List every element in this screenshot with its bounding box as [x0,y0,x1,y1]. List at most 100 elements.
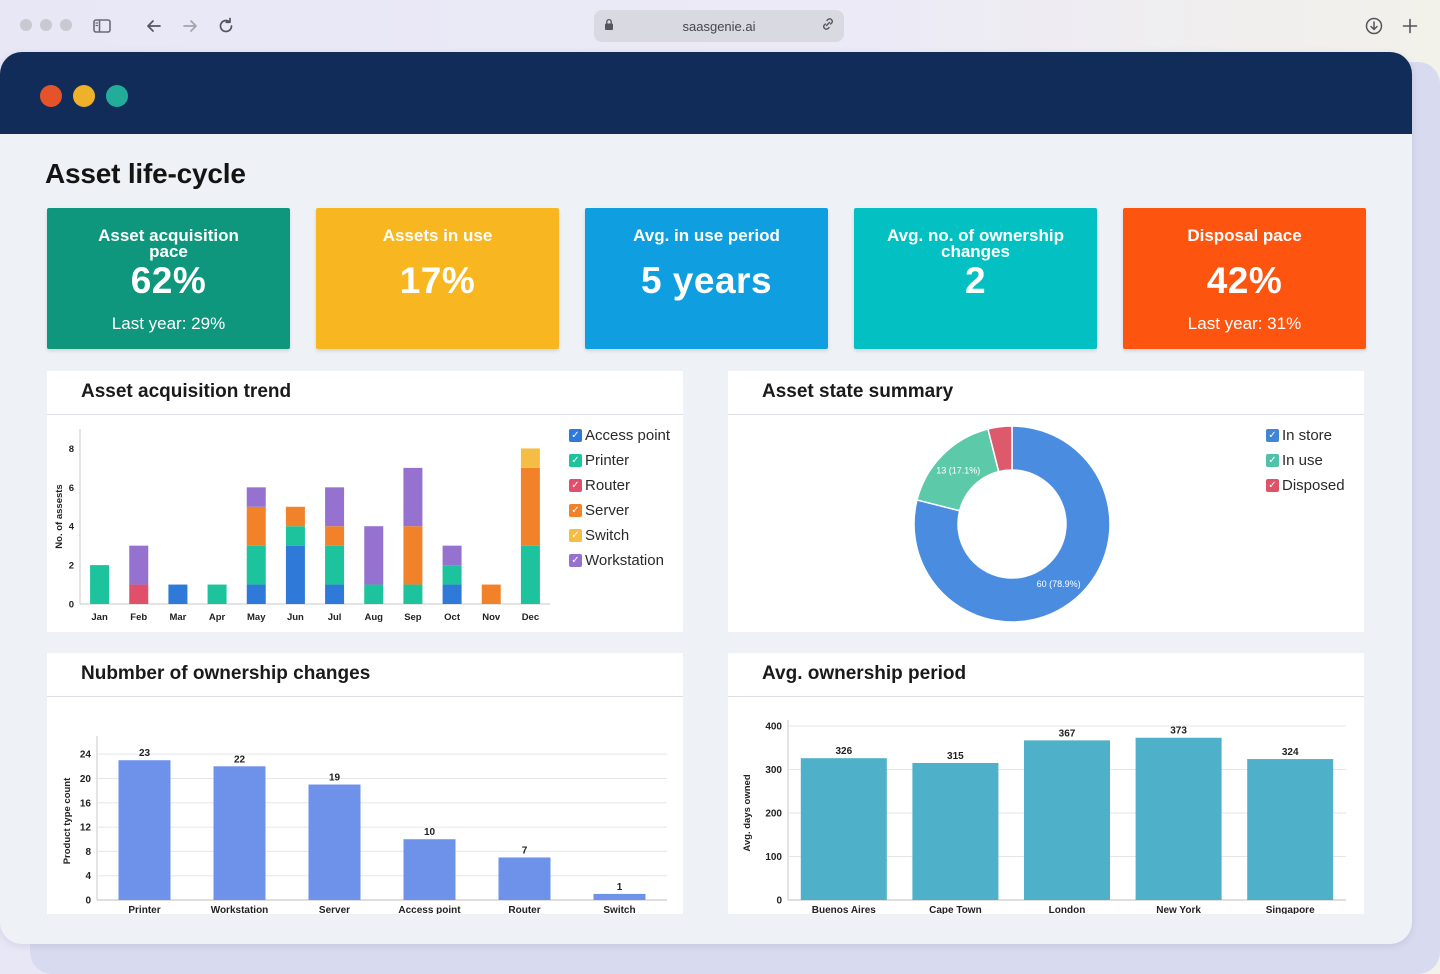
slice-label: 60 (78.9%) [1037,579,1081,589]
panel-title: Asset acquisition trend [47,371,683,415]
data-label: 7 [522,845,528,856]
bar-segment [403,526,423,585]
x-tick-label: Router [508,905,540,914]
x-tick-label: New York [1156,905,1201,914]
bar-segment [246,487,266,507]
back-arrow-icon[interactable] [142,14,166,38]
x-tick-label: Jul [328,612,342,623]
window-zoom-button[interactable] [60,19,72,31]
window-close-button[interactable] [20,19,32,31]
yellow-dot [73,85,95,107]
asset-acquisition-trend-panel: Asset acquisition trend 0 2 4 6 8 No. of asse… [47,371,683,632]
bar-segment [325,545,345,585]
x-tick-label: Workstation [211,905,269,914]
y-tick-label: 4 [85,871,91,882]
bar-segment [129,584,149,604]
bar-segment [442,584,462,604]
bar-segment [168,584,188,604]
y-tick-label: 16 [80,798,92,809]
kpi-value: 42% [1206,260,1283,301]
bar [800,758,887,900]
x-tick-label: Printer [128,905,160,914]
legend-item[interactable]: ✓ In use [1266,448,1345,473]
checkbox-icon: ✓ [1266,454,1279,467]
x-tick-label: Apr [209,612,226,623]
x-tick-label: Oct [444,612,461,623]
bar [593,893,646,900]
legend-item[interactable]: ✓ Disposed [1266,473,1345,498]
checkbox-icon: ✓ [569,429,582,442]
legend-item[interactable]: ✓ Access point [569,423,670,448]
data-label: 19 [329,773,341,784]
y-tick-label: 24 [80,750,92,761]
app-window: Asset life-cycle Asset acquisition pace … [0,52,1412,944]
bar-segment [481,584,501,604]
x-tick-label: Jan [91,612,108,623]
bar-segment [90,565,110,604]
kpi-title: Disposal pace [1187,226,1302,245]
bar-segment [246,584,266,604]
address-bar[interactable]: saasgenie.ai [594,10,844,42]
sidebar-toggle-icon[interactable] [90,14,114,38]
download-icon[interactable] [1362,14,1386,38]
donut-slice [987,425,1013,473]
x-tick-label: Dec [522,612,539,623]
x-tick-label: Sep [404,612,422,623]
asset-state-legend: ✓ In store ✓ In use ✓ Disposed [1266,423,1345,498]
kpi-assets-in-use: Assets in use 17% [316,208,559,349]
kpi-value: 17% [399,260,476,301]
legend-label: Workstation [585,552,664,569]
legend-item[interactable]: ✓ In store [1266,423,1345,448]
legend-label: Server [585,502,630,519]
bar-segment [285,506,305,527]
legend-label: Access point [585,427,671,444]
reload-icon[interactable] [214,14,238,38]
bar [1135,737,1222,900]
panel-title: Avg. ownership period [728,653,1364,697]
legend-item[interactable]: ✓ Printer [569,448,670,473]
bar [1024,740,1110,900]
legend-item[interactable]: ✓ Workstation [569,548,670,573]
browser-chrome: saasgenie.ai [0,0,1440,52]
acquisition-trend-legend: ✓ Access point ✓ Printer ✓ Router ✓ Server ✓ Swit… [569,423,670,573]
red-dot [40,85,62,107]
legend-item[interactable]: ✓ Router [569,473,670,498]
legend-label: In use [1282,452,1323,469]
y-axis-label: No. of assests [54,484,65,548]
new-tab-icon[interactable] [1398,14,1422,38]
kpi-value: 5 years [640,260,773,301]
data-label: 324 [1282,747,1299,758]
legend-item[interactable]: ✓ Server [569,498,670,523]
forward-arrow-icon[interactable] [178,14,202,38]
y-axis-label: Product type count [62,777,73,864]
bar-segment [442,565,462,585]
bar-segment [246,545,266,585]
bar [1247,759,1334,900]
data-label: 373 [1170,726,1187,737]
link-icon[interactable] [820,16,836,35]
legend-label: Switch [585,527,630,544]
x-tick-label: Aug [365,612,384,623]
bar-segment [520,467,540,546]
bar [308,784,361,900]
window-header [0,52,1412,134]
checkbox-icon: ✓ [569,479,582,492]
ownership-changes-panel: Nubmber of ownership changes 0 4 8 12 16 20 24… [47,653,683,914]
window-minimize-button[interactable] [40,19,52,31]
bar-segment [403,467,423,527]
y-tick-label: 0 [85,896,91,907]
bar-segment [129,545,149,585]
y-tick-label: 8 [69,444,74,455]
bar-segment [442,545,462,566]
checkbox-icon: ✓ [569,554,582,567]
x-tick-label: Server [319,905,350,914]
bar-segment [246,506,266,546]
y-tick-label: 20 [80,774,92,785]
legend-item[interactable]: ✓ Switch [569,523,670,548]
bar [912,762,999,900]
y-tick-label: 400 [765,722,782,733]
bar [213,766,266,900]
y-tick-label: 12 [80,823,92,834]
data-label: 10 [424,827,436,838]
kpi-avg-ownership-changes: Avg. no. of ownership changes 2 [854,208,1097,349]
